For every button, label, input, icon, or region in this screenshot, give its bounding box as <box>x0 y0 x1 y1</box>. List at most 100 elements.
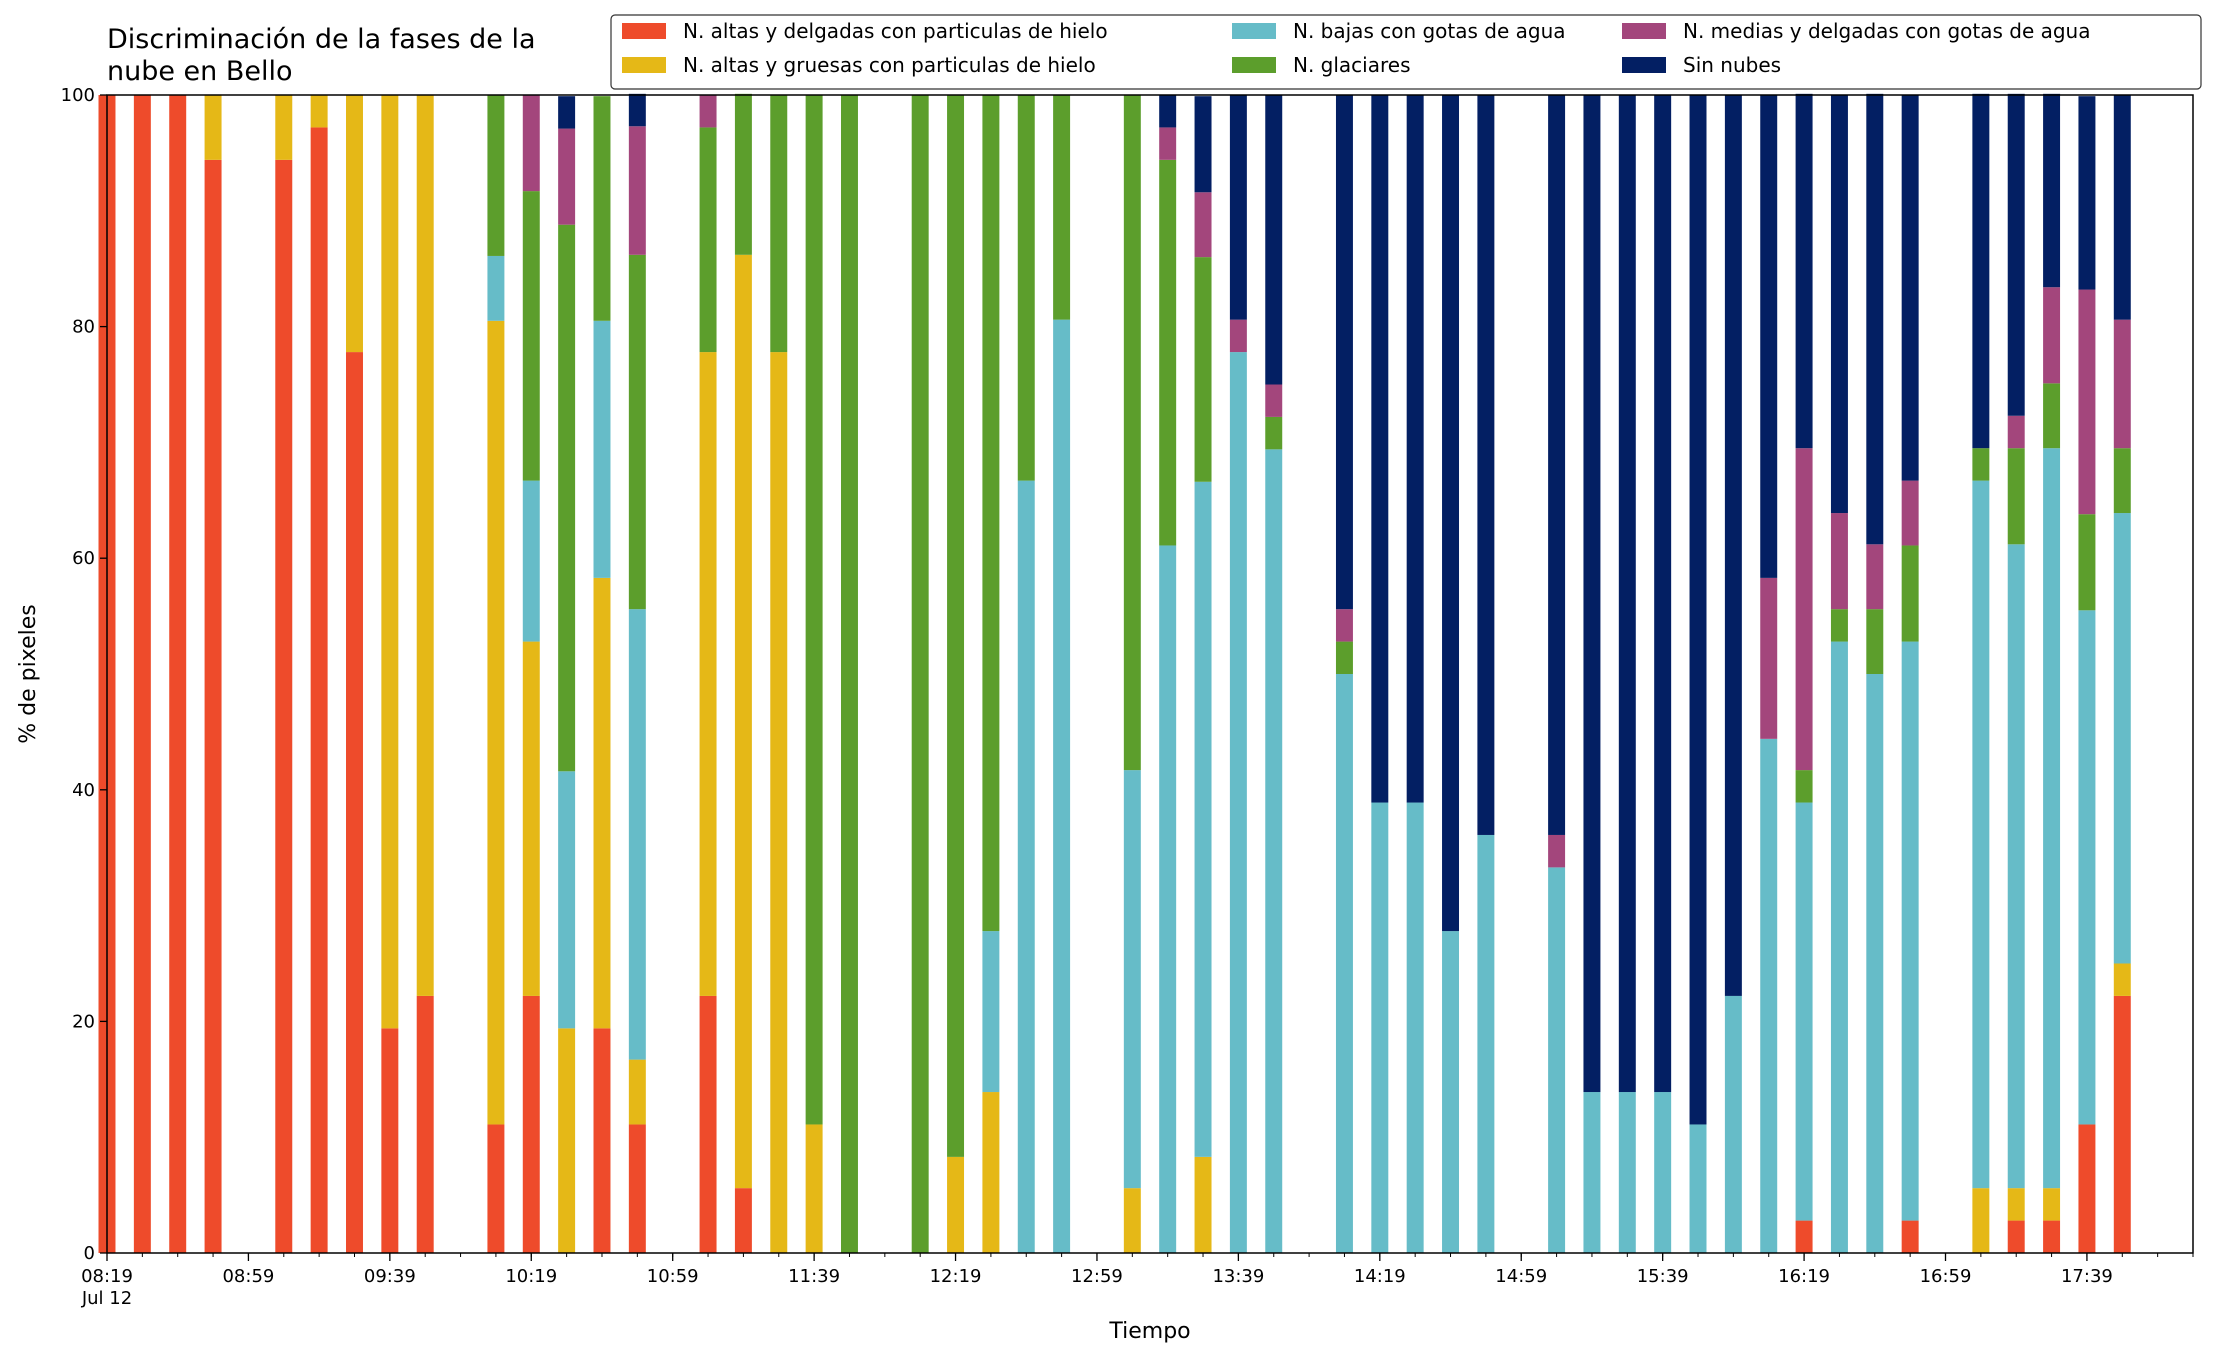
bar-segment-n-altas-y-delgadas-con-particulas-de-hielo <box>628 1124 646 1253</box>
bar-group <box>2043 93 2061 1253</box>
bar-segment-n-altas-y-gruesas-con-particulas-de-hielo <box>381 95 399 1029</box>
bar-group <box>1724 95 1742 1253</box>
bar-group <box>593 96 611 1253</box>
bar-segment-n-bajas-con-gotas-de-agua <box>1689 1124 1707 1253</box>
bar-group <box>1159 95 1177 1253</box>
bar-segment-n-altas-y-delgadas-con-particulas-de-hielo <box>487 1124 505 1253</box>
x-tick-label: 09:39 <box>364 1266 416 1287</box>
bar-group <box>911 95 929 1253</box>
bar-group <box>1265 95 1283 1254</box>
y-tick-label: 20 <box>72 1011 95 1032</box>
x-tick-label: 16:19 <box>1778 1266 1830 1287</box>
bar-segment-n-medias-y-delgadas-con-gotas-de-agua <box>1830 513 1848 610</box>
bar-group <box>1548 95 1566 1253</box>
bar-group <box>1583 95 1601 1253</box>
bar-segment-n-glaciares <box>593 96 611 321</box>
bar-segment-n-altas-y-gruesas-con-particulas-de-hielo <box>416 95 434 996</box>
bar-group <box>416 95 434 1253</box>
x-tick-label: 14:19 <box>1354 1266 1406 1287</box>
bar-segment-n-glaciares <box>840 95 858 1253</box>
bar-segment-n-bajas-con-gotas-de-agua <box>1866 674 1884 1253</box>
legend: N. altas y delgadas con particulas de hi… <box>610 14 2202 90</box>
bar-segment-n-glaciares <box>1830 609 1848 642</box>
x-tick-label: 16:59 <box>1920 1266 1972 1287</box>
bar-segment-n-glaciares <box>628 254 646 610</box>
y-tick-label: 0 <box>84 1243 95 1264</box>
bar-segment-n-glaciares <box>947 95 965 1157</box>
bar-segment-n-altas-y-gruesas-con-particulas-de-hielo <box>1123 1188 1141 1253</box>
bar-group <box>1795 93 1813 1253</box>
bar-segment-n-bajas-con-gotas-de-agua <box>522 480 540 642</box>
bar-segment-sin-nubes <box>1194 96 1212 193</box>
bar-segment-n-medias-y-delgadas-con-gotas-de-agua <box>1548 834 1566 868</box>
bar-segment-n-altas-y-delgadas-con-particulas-de-hielo <box>204 159 222 1254</box>
bar-segment-sin-nubes <box>1795 93 1813 449</box>
bar-segment-sin-nubes <box>1442 95 1460 932</box>
bar-segment-n-medias-y-delgadas-con-gotas-de-agua <box>522 95 540 192</box>
legend-item-n-glaciares: N. glaciares <box>1232 53 1411 77</box>
bar-segment-n-glaciares <box>558 224 576 772</box>
x-tick-label: 12:19 <box>930 1266 982 1287</box>
bar-segment-n-altas-y-gruesas-con-particulas-de-hielo <box>346 95 363 353</box>
bar-segment-n-bajas-con-gotas-de-agua <box>2007 544 2025 1189</box>
bar-segment-n-glaciares <box>1335 641 1353 674</box>
bar-segment-n-medias-y-delgadas-con-gotas-de-agua <box>1795 448 1813 771</box>
bar-segment-n-medias-y-delgadas-con-gotas-de-agua <box>1229 319 1247 353</box>
bar-segment-n-bajas-con-gotas-de-agua <box>1724 995 1742 1253</box>
bar-segment-n-altas-y-delgadas-con-particulas-de-hielo <box>522 995 540 1253</box>
bar-segment-n-medias-y-delgadas-con-gotas-de-agua <box>2043 287 2061 384</box>
bar-segment-n-glaciares <box>2043 383 2061 449</box>
bar-segment-n-medias-y-delgadas-con-gotas-de-agua <box>2078 289 2096 515</box>
bar-segment-n-bajas-con-gotas-de-agua <box>1795 802 1813 1221</box>
x-tick-label: 11:39 <box>788 1266 840 1287</box>
bar-group <box>522 95 540 1253</box>
bar-segment-n-glaciares <box>2113 448 2131 514</box>
bar-segment-n-altas-y-delgadas-con-particulas-de-hielo <box>1901 1220 1919 1253</box>
bar-segment-sin-nubes <box>1689 95 1707 1125</box>
bar-segment-n-medias-y-delgadas-con-gotas-de-agua <box>628 126 646 255</box>
bar-segment-n-medias-y-delgadas-con-gotas-de-agua <box>1159 127 1177 160</box>
bar-segment-n-bajas-con-gotas-de-agua <box>2078 610 2096 1125</box>
bar-group <box>1194 96 1212 1253</box>
bar-segment-n-altas-y-delgadas-con-particulas-de-hielo <box>734 1188 752 1253</box>
bar-segment-n-bajas-con-gotas-de-agua <box>558 771 576 1029</box>
bar-segment-n-altas-y-gruesas-con-particulas-de-hielo <box>628 1059 646 1125</box>
bar-segment-n-altas-y-gruesas-con-particulas-de-hielo <box>204 95 222 160</box>
bar-segment-n-altas-y-gruesas-con-particulas-de-hielo <box>2113 963 2131 996</box>
x-axis-label: Tiempo <box>1108 1319 1190 1344</box>
legend-frame <box>610 14 2202 90</box>
bar-group <box>1760 95 1778 1253</box>
bar-segment-n-altas-y-delgadas-con-particulas-de-hielo <box>2007 1220 2025 1253</box>
bar-segment-sin-nubes <box>1901 95 1919 481</box>
bar-group <box>734 93 752 1253</box>
bar-segment-n-altas-y-gruesas-con-particulas-de-hielo <box>1972 1188 1990 1253</box>
legend-label: N. glaciares <box>1293 53 1411 77</box>
bar-segment-sin-nubes <box>1371 95 1389 803</box>
y-tick-label: 100 <box>61 85 95 106</box>
bar-segment-sin-nubes <box>1229 95 1247 320</box>
bar-segment-n-bajas-con-gotas-de-agua <box>1442 931 1460 1253</box>
bar-group <box>699 95 717 1253</box>
bar-segment-n-glaciares <box>487 95 505 256</box>
x-tick-label: 08:19 <box>81 1266 133 1287</box>
bar-segment-n-altas-y-gruesas-con-particulas-de-hielo <box>770 352 788 1254</box>
bar-segment-n-bajas-con-gotas-de-agua <box>1335 674 1353 1253</box>
bar-segment-n-altas-y-gruesas-con-particulas-de-hielo <box>275 95 293 160</box>
legend-swatch <box>1232 23 1276 39</box>
bar-segment-n-altas-y-delgadas-con-particulas-de-hielo <box>2078 1124 2096 1253</box>
bar-segment-n-bajas-con-gotas-de-agua <box>1265 449 1283 1254</box>
bar-group <box>1017 95 1035 1253</box>
bar-segment-n-altas-y-gruesas-con-particulas-de-hielo <box>2007 1188 2025 1221</box>
bar-segment-n-altas-y-gruesas-con-particulas-de-hielo <box>310 95 328 128</box>
legend-item-n-altas-y-delgadas-con-particulas-de-hielo: N. altas y delgadas con particulas de hi… <box>622 19 1108 43</box>
bar-segment-sin-nubes <box>1548 95 1566 835</box>
legend-swatch <box>622 23 666 39</box>
legend-label: N. altas y delgadas con particulas de hi… <box>683 19 1108 43</box>
bar-segment-n-altas-y-delgadas-con-particulas-de-hielo <box>416 995 434 1253</box>
bar-segment-n-altas-y-delgadas-con-particulas-de-hielo <box>310 127 328 1253</box>
bar-segment-n-altas-y-delgadas-con-particulas-de-hielo <box>2043 1220 2061 1253</box>
bar-segment-n-medias-y-delgadas-con-gotas-de-agua <box>1335 609 1353 642</box>
